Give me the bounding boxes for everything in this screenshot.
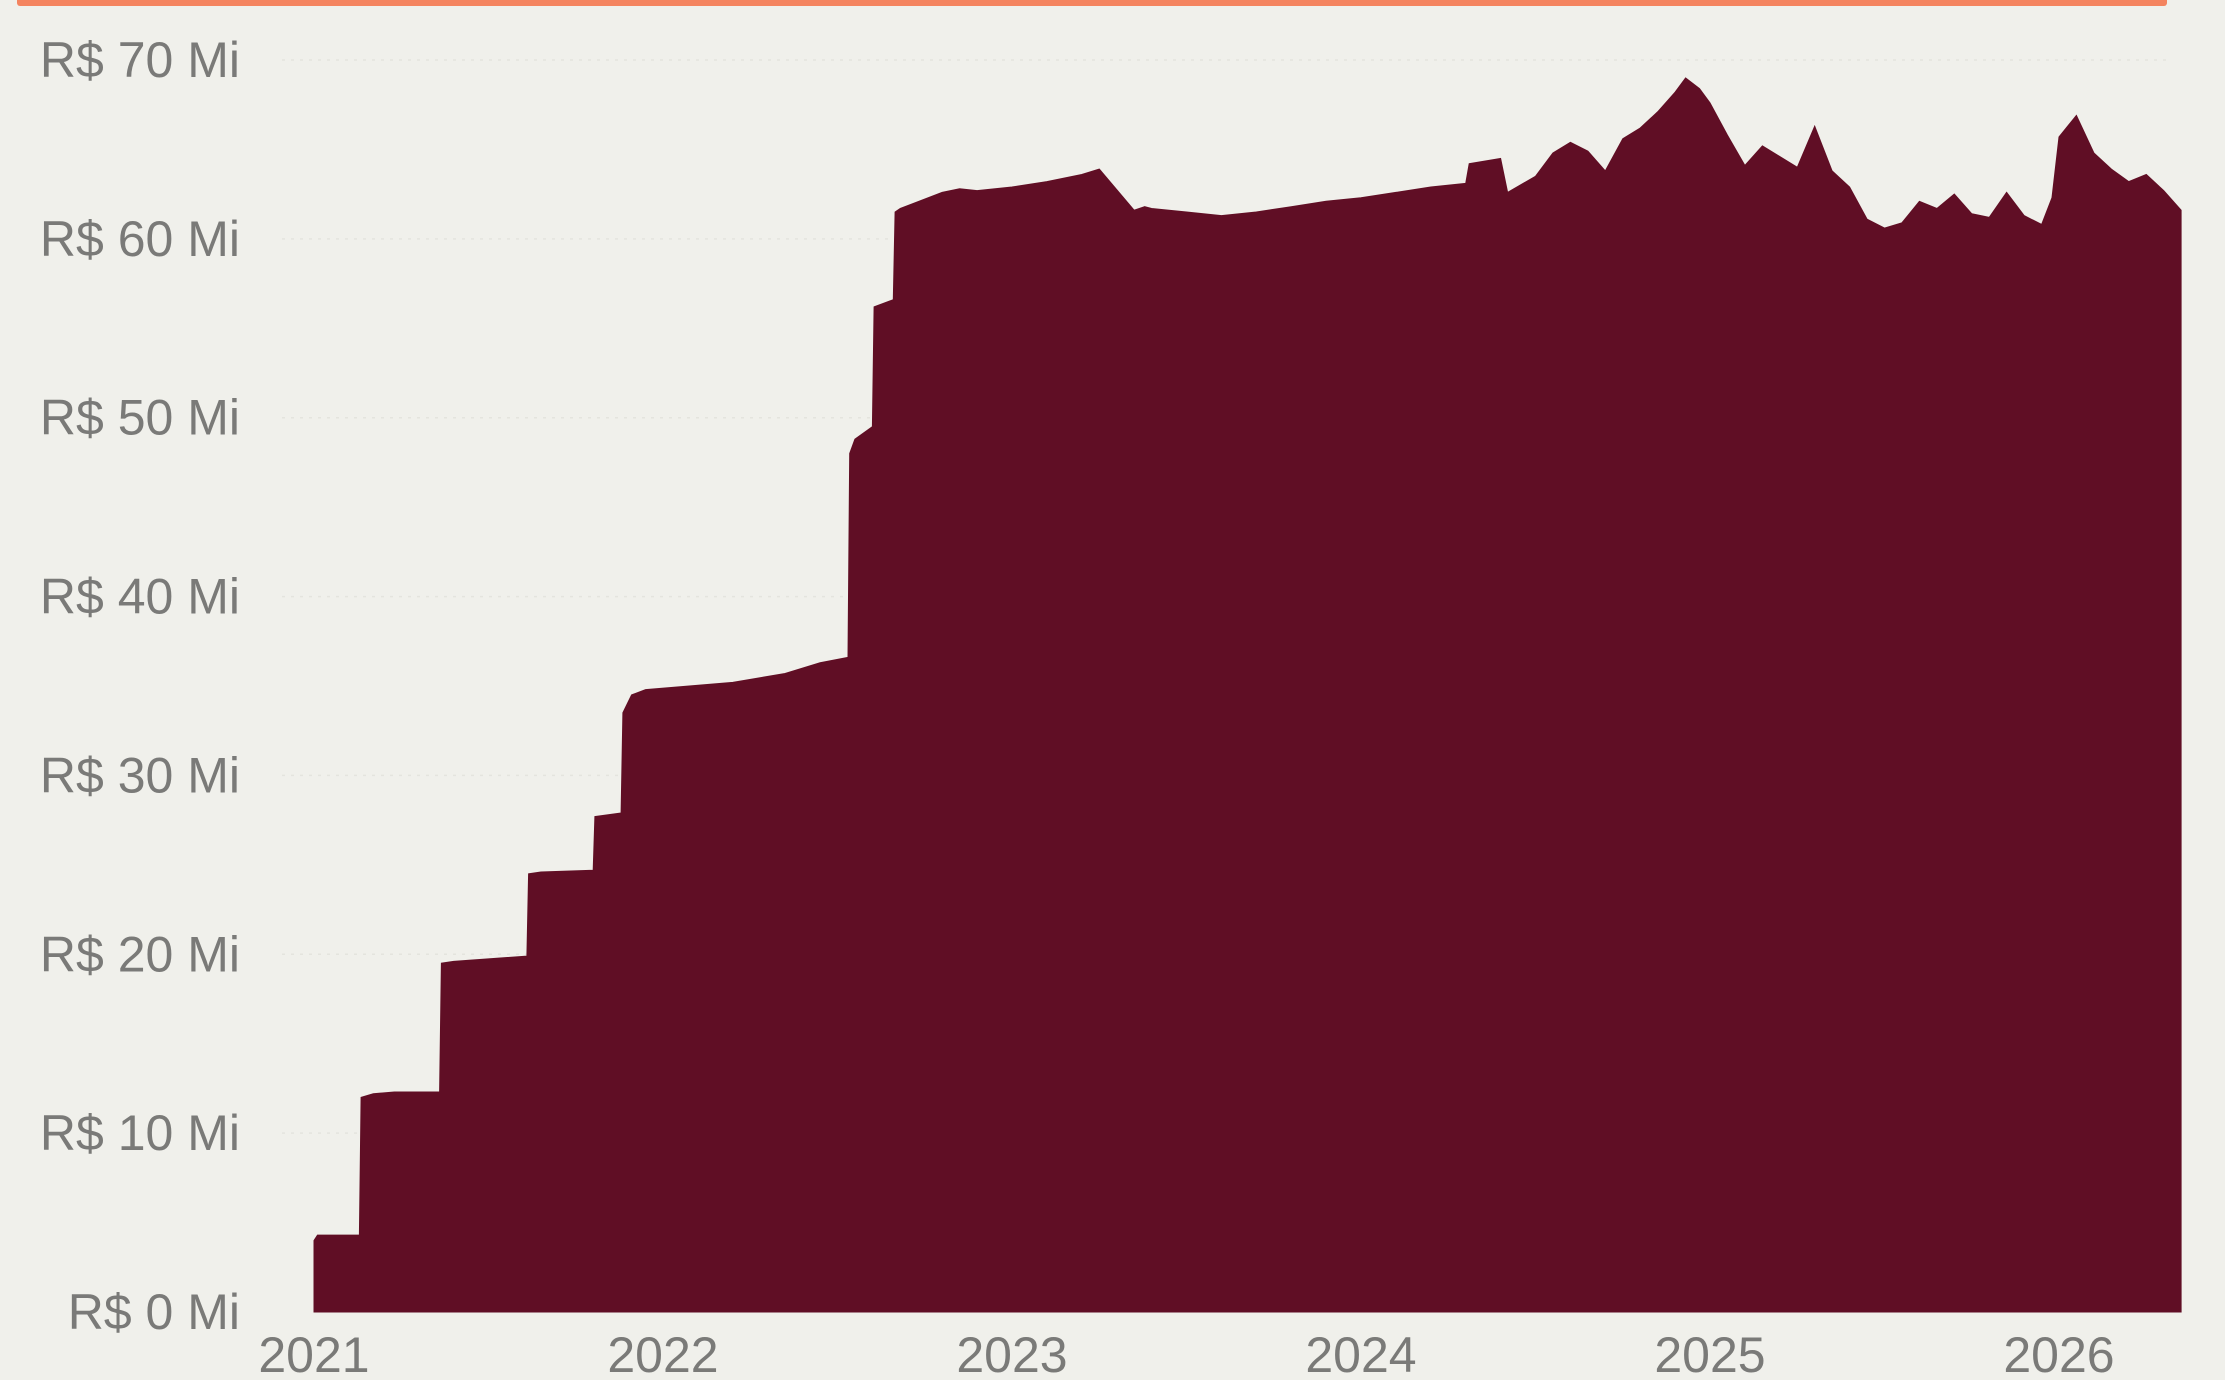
x-tick-label: 2022 (607, 1327, 718, 1380)
y-tick-label: R$ 30 Mi (40, 747, 240, 803)
x-axis: 2021 2022 2023 2024 2025 2026 (258, 1327, 2114, 1380)
y-tick-label: R$ 10 Mi (40, 1105, 240, 1161)
y-tick-label: R$ 0 Mi (68, 1284, 240, 1340)
x-tick-label: 2025 (1654, 1327, 1765, 1380)
series-area-path (313, 77, 2182, 1313)
x-tick-label: 2026 (2003, 1327, 2114, 1380)
accent-bar (17, 0, 2167, 6)
y-tick-label: R$ 60 Mi (40, 211, 240, 267)
y-tick-label: R$ 50 Mi (40, 390, 240, 446)
x-tick-label: 2024 (1305, 1327, 1416, 1380)
x-tick-label: 2023 (956, 1327, 1067, 1380)
y-axis: R$ 0 Mi R$ 10 Mi R$ 20 Mi R$ 30 Mi R$ 40 Mi R… (40, 32, 240, 1340)
x-tick-label: 2021 (258, 1327, 369, 1380)
y-tick-label: R$ 40 Mi (40, 569, 240, 625)
y-tick-label: R$ 70 Mi (40, 32, 240, 88)
y-tick-label: R$ 20 Mi (40, 926, 240, 982)
series-area (313, 77, 2182, 1313)
